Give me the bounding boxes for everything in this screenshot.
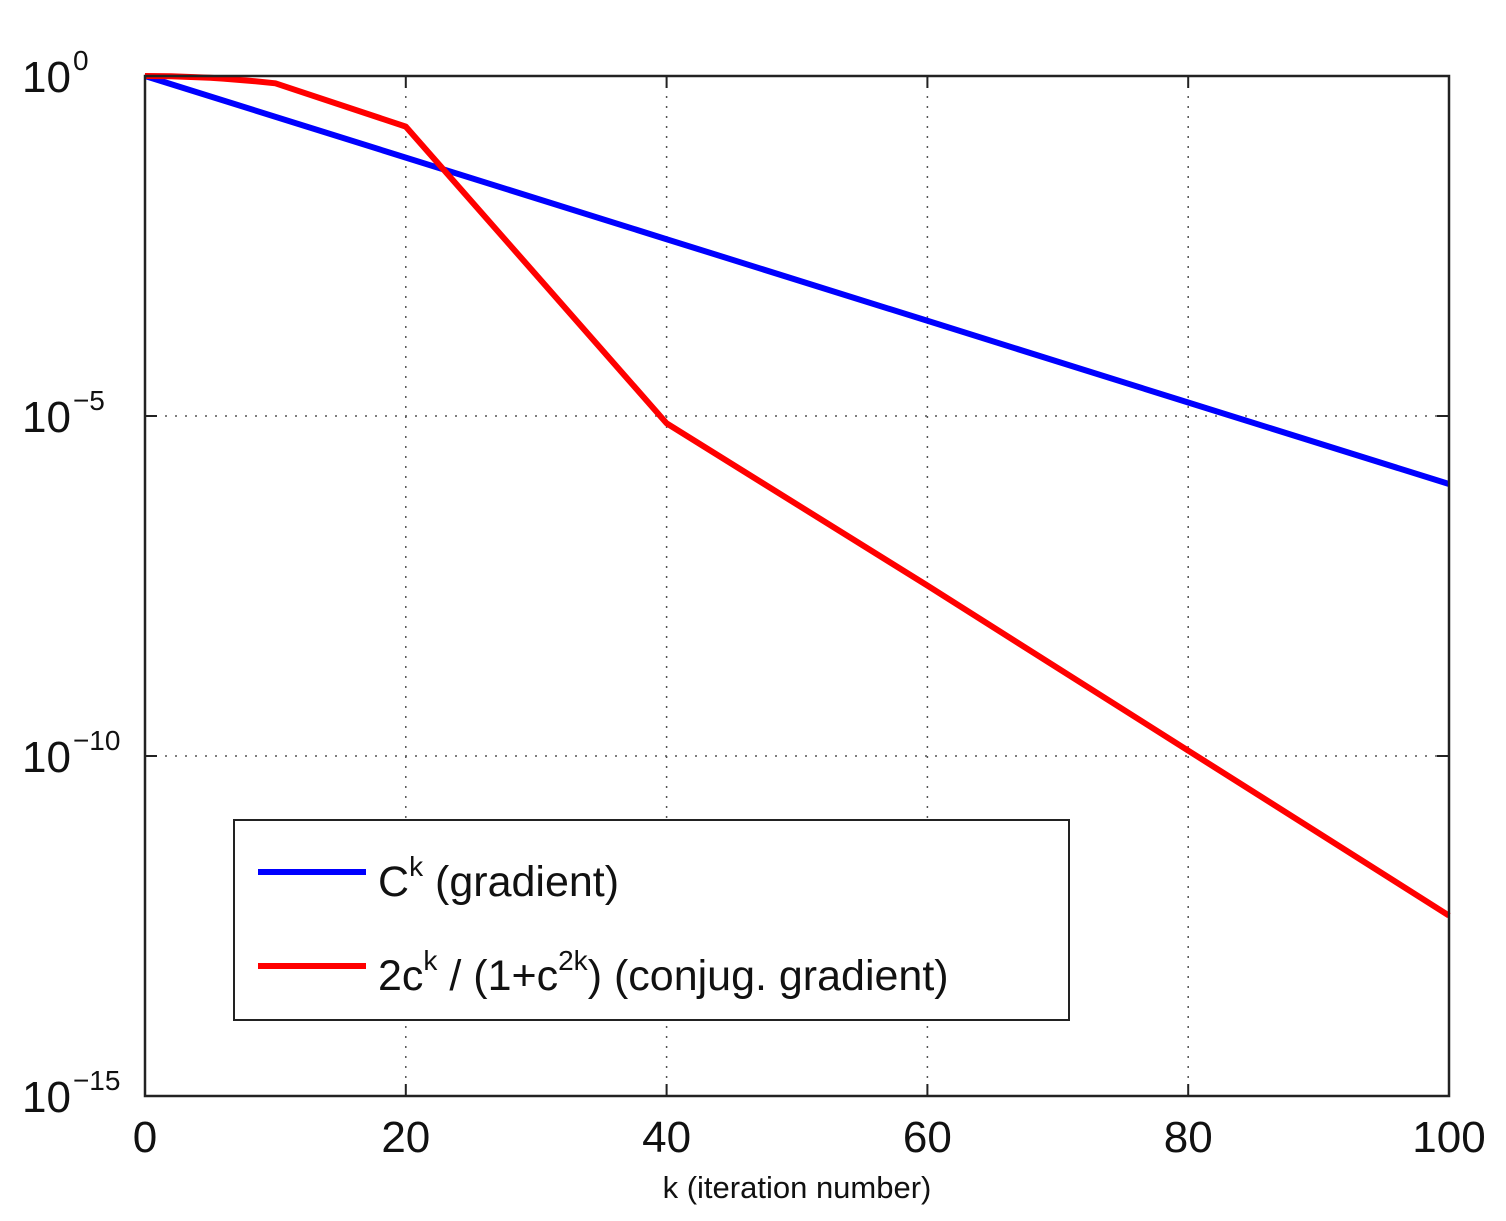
x-axis-label: k (iteration number)	[663, 1170, 932, 1205]
axis-ticks	[144, 75, 1450, 1097]
y-tick-labels: 100 10−5 10−10 10−15	[22, 45, 120, 1122]
x-tick-label: 60	[903, 1113, 952, 1162]
x-tick-label: 20	[381, 1113, 430, 1162]
x-tick-label: 40	[642, 1113, 691, 1162]
y-tick-label: 10−15	[22, 1065, 120, 1122]
series-line-gradient	[144, 73, 1450, 487]
x-tick-label: 80	[1164, 1113, 1213, 1162]
y-tick-label: 10−10	[22, 725, 120, 782]
plot-area-frame	[143, 74, 1451, 1098]
series-line-conjugate_gradient	[144, 73, 1451, 919]
legend-label-gradient: Ck (gradient)	[378, 851, 619, 906]
x-tick-label: 100	[1412, 1113, 1485, 1162]
y-tick-label: 100	[22, 45, 89, 102]
x-tick-label: 0	[133, 1113, 157, 1162]
y-tick-label: 10−5	[22, 385, 105, 442]
legend-label-conjugate-gradient: 2ck / (1+c2k) (conjug. gradient)	[378, 945, 949, 1000]
series-layer	[144, 73, 1451, 919]
legend-box	[233, 819, 1070, 1021]
legend: Ck (gradient) 2ck / (1+c2k) (conjug. gra…	[233, 819, 1070, 1021]
x-tick-labels: 0 20 40 60 80 100	[133, 1113, 1486, 1162]
